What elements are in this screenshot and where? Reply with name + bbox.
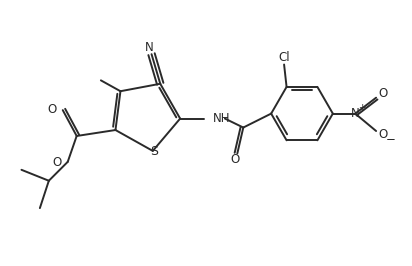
Text: O: O [379, 128, 388, 142]
Text: O: O [379, 87, 388, 100]
Text: O: O [52, 156, 61, 169]
Text: N: N [351, 107, 360, 120]
Text: O: O [230, 153, 239, 166]
Text: NH: NH [213, 112, 230, 125]
Text: +: + [358, 103, 366, 112]
Text: Cl: Cl [278, 51, 290, 64]
Text: −: − [386, 134, 396, 147]
Text: S: S [150, 146, 158, 158]
Text: O: O [47, 103, 56, 116]
Text: N: N [145, 41, 154, 54]
